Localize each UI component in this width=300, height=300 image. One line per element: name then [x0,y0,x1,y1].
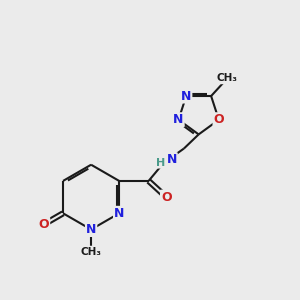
Text: O: O [214,113,224,126]
Text: N: N [114,207,124,220]
Text: N: N [167,153,177,166]
Text: N: N [173,113,184,126]
Text: CH₃: CH₃ [81,247,102,256]
Text: O: O [39,218,49,231]
Text: H: H [156,158,166,168]
Text: CH₃: CH₃ [217,74,238,83]
Text: O: O [161,190,172,204]
Text: N: N [181,89,191,103]
Text: N: N [86,223,96,236]
